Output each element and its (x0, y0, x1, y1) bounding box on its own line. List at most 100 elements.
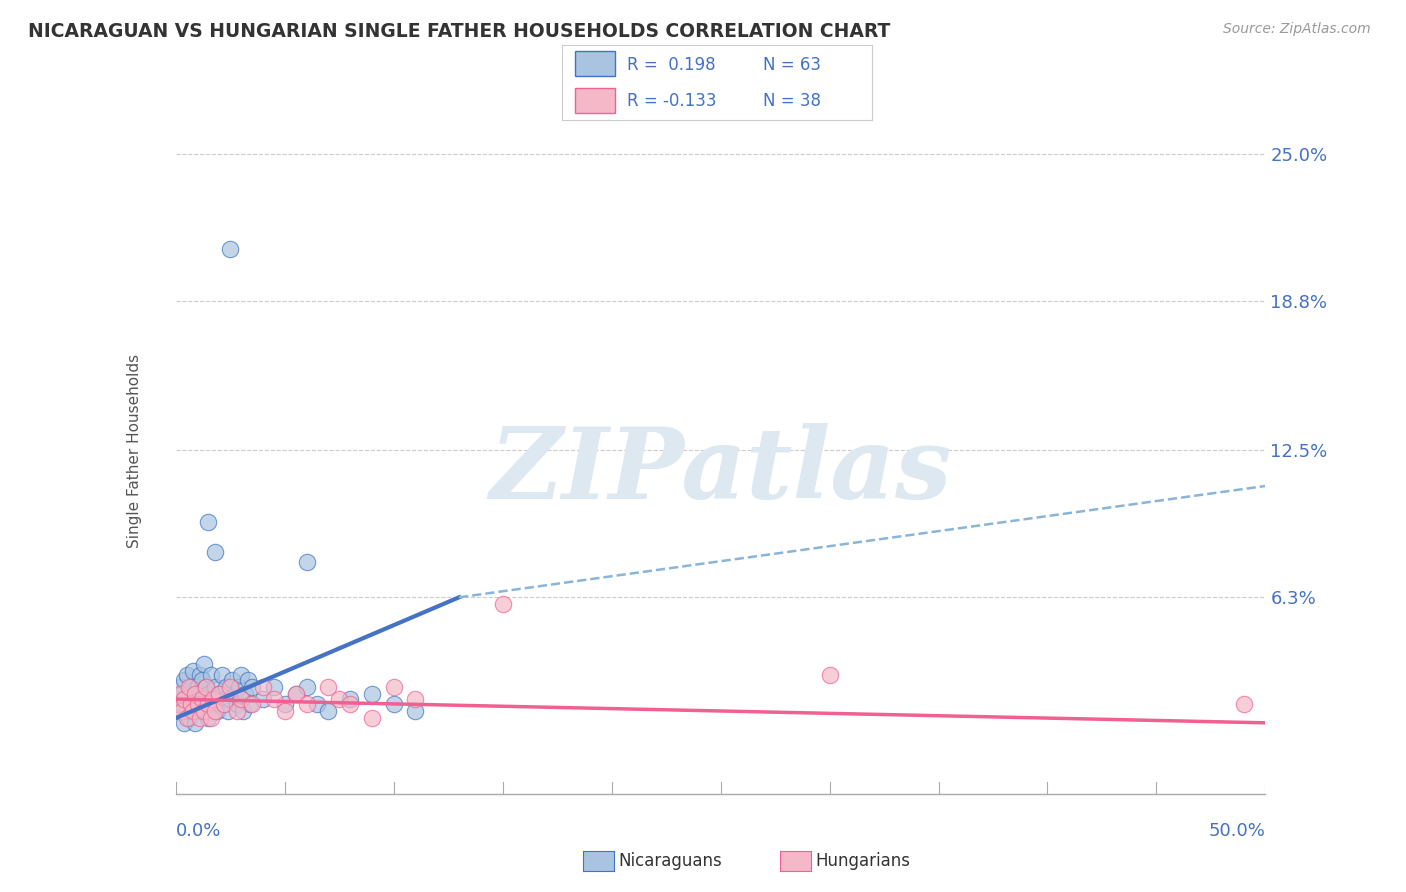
Point (217, 704, 239, 718)
Point (176, 711, 198, 725)
Point (1232, 697, 1256, 711)
Point (232, 704, 254, 718)
Point (239, 697, 262, 711)
Point (818, 668, 841, 682)
Text: 0.0%: 0.0% (176, 822, 221, 840)
Point (228, 681, 250, 695)
Point (212, 697, 235, 711)
Text: ZIPatlas: ZIPatlas (489, 423, 952, 519)
Text: N = 63: N = 63 (763, 56, 821, 74)
Point (181, 664, 204, 678)
Point (307, 697, 329, 711)
Point (195, 681, 218, 695)
Point (211, 668, 233, 682)
Point (492, 598, 515, 612)
Text: Single Father Households: Single Father Households (127, 353, 142, 548)
Point (240, 697, 263, 711)
Text: Hungarians: Hungarians (815, 852, 911, 870)
Point (181, 704, 204, 718)
Point (219, 242, 242, 256)
Point (284, 687, 307, 701)
Point (197, 687, 219, 701)
Point (339, 697, 361, 711)
Point (191, 673, 214, 688)
Point (173, 715, 195, 730)
Point (208, 687, 231, 701)
Point (197, 515, 219, 529)
Text: Source: ZipAtlas.com: Source: ZipAtlas.com (1223, 22, 1371, 37)
Point (177, 681, 200, 695)
Point (235, 687, 257, 701)
Text: NICARAGUAN VS HUNGARIAN SINGLE FATHER HOUSEHOLDS CORRELATION CHART: NICARAGUAN VS HUNGARIAN SINGLE FATHER HO… (28, 22, 890, 41)
Point (167, 697, 190, 711)
Point (184, 715, 207, 730)
Point (177, 687, 200, 701)
Point (176, 704, 198, 718)
Point (252, 681, 274, 695)
Point (172, 687, 194, 701)
Point (200, 711, 222, 725)
Point (252, 692, 274, 706)
Point (382, 681, 405, 695)
Point (328, 692, 350, 706)
Point (193, 704, 215, 718)
Point (240, 681, 263, 695)
Point (284, 687, 307, 701)
Point (274, 704, 297, 718)
Text: R = -0.133: R = -0.133 (627, 93, 717, 111)
Point (231, 692, 253, 706)
Point (204, 681, 226, 695)
Point (205, 704, 228, 718)
Point (195, 697, 218, 711)
Point (167, 692, 190, 706)
Point (339, 692, 361, 706)
Point (224, 687, 246, 701)
Point (231, 668, 253, 682)
Point (274, 697, 297, 711)
Point (193, 657, 215, 671)
Point (263, 681, 285, 695)
Point (295, 555, 318, 569)
Point (193, 692, 215, 706)
Point (180, 697, 202, 711)
Point (186, 697, 209, 711)
Point (184, 692, 207, 706)
Point (186, 681, 209, 695)
Point (172, 697, 194, 711)
Point (405, 692, 427, 706)
Point (212, 697, 235, 711)
Point (201, 692, 224, 706)
Point (382, 697, 405, 711)
Point (180, 697, 202, 711)
Point (173, 692, 195, 706)
Point (197, 711, 219, 725)
Bar (575, 52, 614, 77)
Point (208, 687, 231, 701)
Bar (575, 87, 614, 112)
Point (195, 681, 218, 695)
Point (191, 704, 214, 718)
Point (188, 668, 211, 682)
Point (263, 692, 285, 706)
Point (295, 681, 318, 695)
Point (172, 704, 194, 718)
Text: N = 38: N = 38 (763, 93, 821, 111)
Point (186, 697, 209, 711)
Point (405, 704, 427, 718)
Point (188, 687, 211, 701)
Point (225, 697, 247, 711)
Text: 50.0%: 50.0% (1209, 822, 1265, 840)
Point (201, 697, 224, 711)
Point (204, 704, 226, 718)
Point (318, 704, 340, 718)
Point (173, 673, 195, 688)
Point (295, 697, 318, 711)
Point (221, 673, 243, 688)
Point (204, 545, 226, 559)
Point (180, 681, 202, 695)
Point (200, 668, 222, 682)
Point (181, 704, 204, 718)
Point (188, 711, 211, 725)
Text: R =  0.198: R = 0.198 (627, 56, 716, 74)
Point (191, 692, 214, 706)
